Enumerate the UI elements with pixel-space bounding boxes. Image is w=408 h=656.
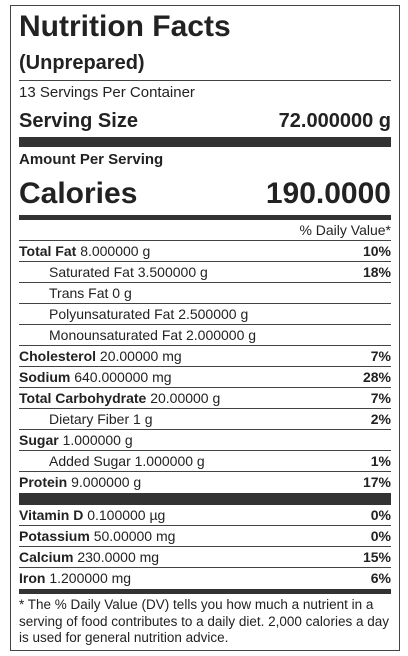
daily-value: 15% bbox=[362, 549, 391, 565]
daily-value: 6% bbox=[370, 570, 391, 586]
nutrient-amount: 2.000000 g bbox=[185, 327, 257, 343]
nutrient-name: Trans Fat bbox=[49, 285, 109, 301]
nutrient: Polyunsaturated Fat 2.500000 g bbox=[49, 304, 248, 324]
daily-value-header: % Daily Value* bbox=[19, 220, 391, 241]
nutrient-row: Vitamin D 0.100000 µg 0% bbox=[19, 505, 391, 526]
nutrient: Iron 1.200000 mg bbox=[19, 568, 131, 589]
nutrient: Saturated Fat 3.500000 g bbox=[49, 262, 208, 282]
divider bbox=[19, 215, 391, 220]
nutrient-name: Saturated Fat bbox=[49, 264, 134, 280]
nutrient-name: Polyunsaturated Fat bbox=[49, 306, 175, 322]
nutrition-label: Nutrition Facts (Unprepared) 13 Servings… bbox=[10, 5, 400, 651]
nutrient-amount: 20.00000 mg bbox=[99, 348, 182, 364]
daily-value: 10% bbox=[362, 243, 391, 259]
nutrient-name: Sugar bbox=[19, 432, 59, 448]
nutrient-name: Total Fat bbox=[19, 243, 77, 259]
footnote: * The % Daily Value (DV) tells you how m… bbox=[19, 597, 389, 645]
calories-label: Calories bbox=[19, 177, 138, 210]
nutrient: Potassium 50.00000 mg bbox=[19, 526, 175, 546]
serving-size: Serving Size 72.000000 g bbox=[19, 105, 391, 137]
nutrients: Total Fat 8.000000 g 10% Saturated Fat 3.5… bbox=[19, 241, 391, 493]
nutrient: Total Fat 8.000000 g bbox=[19, 241, 150, 261]
nutrient: Monounsaturated Fat 2.000000 g bbox=[49, 325, 256, 345]
nutrient-row: Dietary Fiber 1 g 2% bbox=[19, 409, 391, 430]
nutrient-amount: 1.000000 g bbox=[62, 432, 133, 448]
subtitle: (Unprepared) bbox=[19, 46, 391, 81]
nutrient-amount: 8.000000 g bbox=[80, 243, 151, 259]
divider bbox=[19, 137, 391, 147]
nutrient-name: Potassium bbox=[19, 528, 90, 544]
nutrient-amount: 0 g bbox=[112, 285, 132, 301]
nutrient-name: Dietary Fiber bbox=[49, 411, 130, 427]
nutrient: Calcium 230.0000 mg bbox=[19, 547, 159, 567]
nutrient-name: Calcium bbox=[19, 549, 74, 565]
nutrient-amount: 640.000000 mg bbox=[74, 369, 172, 385]
nutrient-row: Iron 1.200000 mg 6% bbox=[19, 568, 391, 589]
nutrient-row: Saturated Fat 3.500000 g 18% bbox=[19, 262, 391, 283]
title: Nutrition Facts bbox=[19, 10, 231, 43]
nutrient-row: Sugar 1.000000 g bbox=[19, 430, 391, 451]
daily-value: 7% bbox=[370, 390, 391, 406]
daily-value: 0% bbox=[370, 507, 391, 523]
daily-value: 17% bbox=[362, 474, 391, 490]
nutrient-name: Cholesterol bbox=[19, 348, 97, 364]
nutrient-amount: 9.000000 g bbox=[71, 474, 142, 490]
nutrient-amount: 2.500000 g bbox=[178, 306, 249, 322]
nutrient: Sodium 640.000000 mg bbox=[19, 367, 172, 387]
nutrient-name: Total Carbohydrate bbox=[19, 390, 147, 406]
daily-value: 0% bbox=[370, 528, 391, 544]
nutrient-row: Sodium 640.000000 mg 28% bbox=[19, 367, 391, 388]
nutrient: Total Carbohydrate 20.00000 g bbox=[19, 388, 220, 408]
serving-size-label: Serving Size bbox=[19, 110, 138, 132]
nutrient-row: Polyunsaturated Fat 2.500000 g bbox=[19, 304, 391, 325]
nutrient-row: Total Fat 8.000000 g 10% bbox=[19, 241, 391, 262]
nutrient: Sugar 1.000000 g bbox=[19, 430, 133, 450]
nutrient-row: Potassium 50.00000 mg 0% bbox=[19, 526, 391, 547]
nutrient-name: Protein bbox=[19, 474, 68, 490]
nutrient-name: Vitamin D bbox=[19, 507, 84, 523]
nutrient-name: Monounsaturated Fat bbox=[49, 327, 183, 343]
nutrient-row: Monounsaturated Fat 2.000000 g bbox=[19, 325, 391, 346]
nutrient-name: Sodium bbox=[19, 369, 71, 385]
nutrient-row: Total Carbohydrate 20.00000 g 7% bbox=[19, 388, 391, 409]
vitamins: Vitamin D 0.100000 µg 0% Potassium 50.0000… bbox=[19, 505, 391, 589]
serving-size-value: 72.000000 g bbox=[278, 110, 391, 132]
daily-value: 18% bbox=[362, 264, 391, 280]
nutrient-row: Added Sugar 1.000000 g 1% bbox=[19, 451, 391, 472]
nutrient-name: Added Sugar bbox=[49, 453, 131, 469]
nutrient-amount: 0.100000 µg bbox=[87, 507, 166, 523]
amount-per-serving: Amount Per Serving bbox=[19, 151, 164, 168]
nutrient: Added Sugar 1.000000 g bbox=[49, 451, 205, 471]
nutrient: Dietary Fiber 1 g bbox=[49, 409, 153, 429]
nutrient-amount: 1.200000 mg bbox=[49, 570, 132, 586]
nutrient-row: Trans Fat 0 g bbox=[19, 283, 391, 304]
nutrient-row: Protein 9.000000 g 17% bbox=[19, 472, 391, 493]
nutrient: Cholesterol 20.00000 mg bbox=[19, 346, 182, 366]
nutrient-row: Cholesterol 20.00000 mg 7% bbox=[19, 346, 391, 367]
nutrient-amount: 3.500000 g bbox=[137, 264, 208, 280]
daily-value: 1% bbox=[370, 453, 391, 469]
divider bbox=[19, 589, 391, 594]
nutrient-amount: 1.000000 g bbox=[134, 453, 205, 469]
nutrient: Vitamin D 0.100000 µg bbox=[19, 505, 165, 525]
calories-value: 190.0000 bbox=[265, 177, 391, 210]
nutrient: Trans Fat 0 g bbox=[49, 283, 132, 303]
nutrient-amount: 1 g bbox=[133, 411, 153, 427]
nutrient-amount: 230.0000 mg bbox=[77, 549, 160, 565]
nutrient-row: Calcium 230.0000 mg 15% bbox=[19, 547, 391, 568]
nutrient: Protein 9.000000 g bbox=[19, 472, 141, 493]
divider bbox=[19, 493, 391, 505]
nutrient-amount: 20.00000 g bbox=[150, 390, 221, 406]
daily-value: 7% bbox=[370, 348, 391, 364]
servings: 13 Servings Per Container bbox=[19, 84, 195, 101]
daily-value: 28% bbox=[362, 369, 391, 385]
daily-value: 2% bbox=[370, 411, 391, 427]
nutrient-amount: 50.00000 mg bbox=[93, 528, 176, 544]
calories: Calories 190.0000 bbox=[19, 173, 391, 215]
nutrient-name: Iron bbox=[19, 570, 46, 586]
